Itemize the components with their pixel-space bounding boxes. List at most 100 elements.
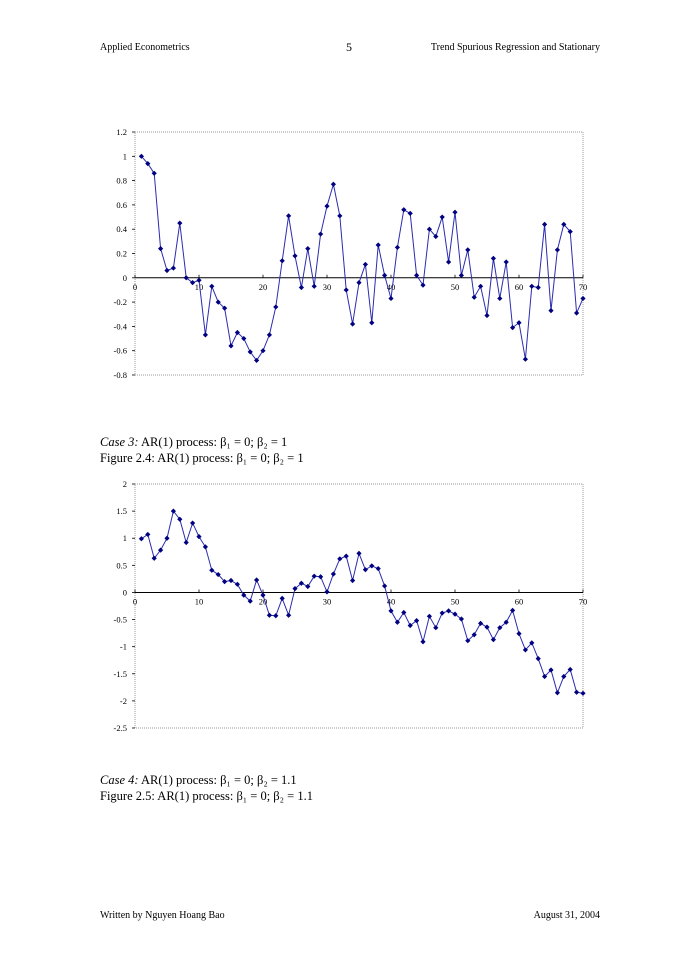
y-tick-label: -2.5 (114, 723, 127, 733)
x-tick-label: 60 (515, 596, 524, 606)
data-point-marker (196, 533, 202, 540)
data-point-marker (350, 577, 356, 584)
data-point-marker (273, 613, 279, 619)
data-point-marker (394, 244, 400, 251)
data-point-marker (401, 609, 407, 616)
data-point-marker (158, 246, 164, 252)
data-point-marker (401, 207, 407, 213)
y-tick-label: 0 (123, 273, 127, 283)
data-point-marker (318, 231, 324, 237)
data-point-marker (279, 595, 285, 602)
data-point-marker (567, 229, 573, 235)
data-point-marker (478, 620, 484, 626)
y-tick-label: -0.4 (114, 321, 128, 331)
y-tick-label: -0.6 (114, 346, 127, 356)
data-point-marker (318, 574, 324, 580)
data-point-marker (247, 598, 253, 604)
data-point-marker (433, 625, 439, 631)
data-point-marker (138, 153, 144, 159)
data-point-marker (164, 267, 170, 274)
y-tick-label: -1 (120, 642, 127, 652)
footer-left: Written by Nguyen Hoang Bao (100, 910, 225, 921)
data-point-marker (177, 516, 183, 522)
data-point-marker (580, 690, 586, 696)
data-point-marker (561, 221, 567, 227)
data-point-marker (426, 613, 432, 619)
case4-text: AR(1) process: β₁ = 0; β₂ = 1.1 (138, 773, 297, 787)
x-tick-label: 20 (259, 596, 268, 606)
y-tick-label: -1.5 (114, 669, 127, 679)
data-point-marker (548, 308, 554, 314)
data-point-marker (522, 356, 528, 362)
x-tick-label: 10 (195, 282, 204, 292)
data-point-marker (369, 563, 375, 569)
y-tick-label: 1 (123, 151, 127, 161)
series-line (141, 509, 584, 695)
data-point-marker (311, 283, 317, 289)
data-point-marker (228, 343, 234, 349)
case3-text: AR(1) process: β₁ = 0; β₂ = 1 (138, 435, 288, 449)
data-point-marker (529, 283, 535, 289)
x-tick-label: 40 (387, 282, 396, 292)
data-point-marker (510, 607, 516, 613)
data-point-marker (337, 213, 343, 219)
data-point-marker (522, 647, 528, 653)
case3-caption: Case 3: AR(1) process: β₁ = 0; β₂ = 1 (100, 434, 287, 450)
y-tick-label: 0.8 (116, 176, 127, 186)
data-point-marker (254, 577, 260, 583)
data-point-marker (382, 583, 388, 589)
data-point-marker (356, 550, 362, 557)
data-point-marker (158, 547, 164, 553)
data-point-marker (337, 556, 343, 562)
y-tick-label: 2 (123, 479, 127, 489)
page-number: 5 (346, 40, 352, 54)
data-point-marker (324, 589, 330, 595)
data-point-marker (356, 280, 362, 286)
y-tick-label: 0.5 (116, 560, 127, 570)
data-point-marker (478, 283, 484, 289)
data-point-marker (407, 210, 413, 217)
data-point-marker (375, 242, 381, 248)
data-point-marker (273, 304, 279, 310)
x-tick-label: 20 (259, 282, 268, 292)
figure-2-5-caption: Figure 2.5: AR(1) process: β₁ = 0; β₂ = … (100, 789, 313, 803)
x-tick-label: 70 (579, 596, 588, 606)
y-tick-label: -0.2 (114, 297, 127, 307)
y-tick-label: 1.2 (116, 127, 127, 137)
case3-label: Case 3: (100, 435, 139, 449)
data-point-marker (202, 544, 208, 550)
data-point-marker (266, 332, 272, 338)
case4-caption: Case 4: AR(1) process: β₁ = 0; β₂ = 1.1 (100, 772, 297, 788)
data-point-marker (542, 673, 548, 680)
y-tick-label: 0.6 (116, 200, 127, 210)
x-tick-label: 50 (451, 596, 460, 606)
data-point-marker (286, 213, 292, 219)
data-point-marker (343, 553, 349, 559)
figure-2-4-caption: Figure 2.4: AR(1) process: β₁ = 0; β₂ = … (100, 451, 304, 465)
data-point-marker (151, 170, 157, 176)
data-point-marker (516, 320, 522, 326)
x-tick-label: 30 (323, 596, 332, 606)
data-point-marker (420, 639, 426, 645)
data-point-marker (164, 535, 170, 541)
data-point-marker (484, 624, 490, 630)
data-point-marker (241, 335, 247, 342)
data-point-marker (260, 592, 266, 598)
series-line (141, 155, 584, 362)
data-point-marker (350, 321, 356, 327)
data-point-marker (554, 247, 560, 253)
data-point-marker (202, 332, 208, 338)
data-point-marker (465, 247, 471, 253)
data-point-marker (458, 616, 464, 622)
header-left: Applied Econometrics (100, 42, 190, 53)
y-tick-label: 1 (123, 533, 127, 543)
data-point-marker (362, 567, 368, 573)
data-point-marker (516, 631, 522, 637)
footer-right: August 31, 2004 (533, 910, 600, 921)
data-point-marker (343, 287, 349, 293)
data-point-marker (209, 283, 215, 289)
data-point-marker (503, 259, 509, 265)
case4-label: Case 4: (100, 773, 139, 787)
data-point-marker (554, 690, 560, 696)
data-point-marker (439, 214, 445, 220)
